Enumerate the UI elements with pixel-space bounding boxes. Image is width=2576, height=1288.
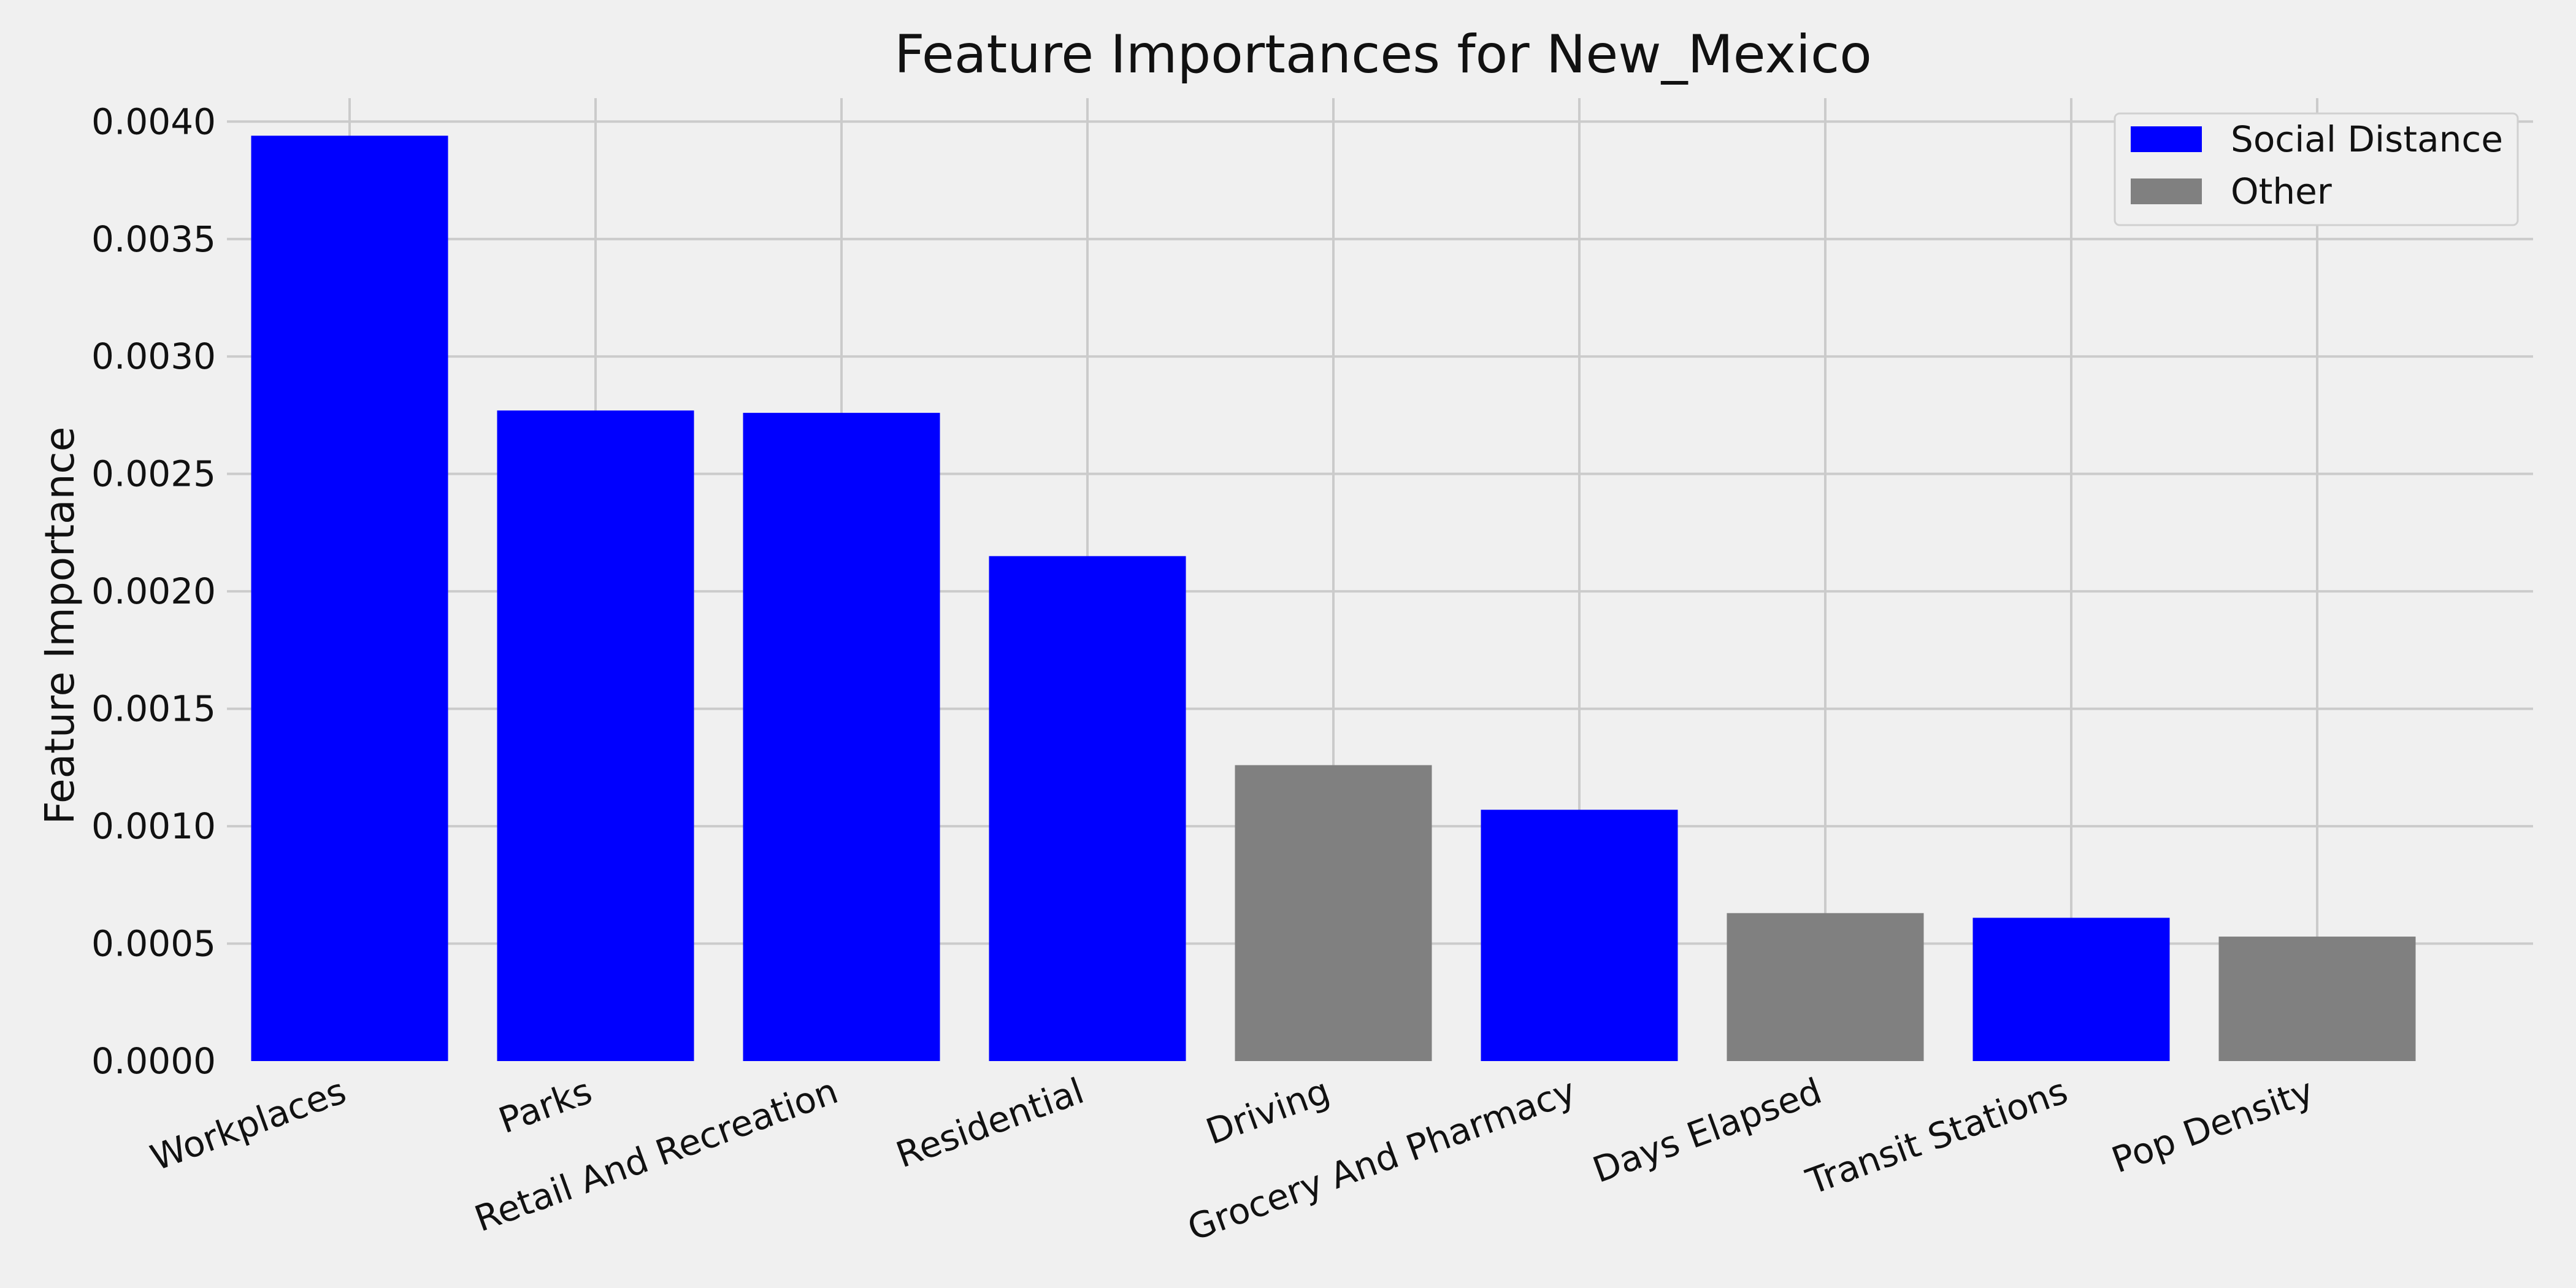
y-tick-label: 0.0035: [91, 218, 216, 260]
bar-retail-and-recreation: [743, 413, 940, 1061]
legend-swatch-social-distance: [2131, 126, 2202, 152]
legend-label-other: Other: [2231, 171, 2332, 212]
bar-driving: [1235, 765, 1432, 1061]
bar-workplaces: [251, 136, 448, 1061]
bar-pop-density: [2218, 937, 2416, 1061]
bars: [251, 136, 2416, 1061]
bar-grocery-and-pharmacy: [1481, 810, 1678, 1061]
bar-parks: [497, 410, 694, 1061]
bar-residential: [989, 556, 1186, 1061]
legend-label-social-distance: Social Distance: [2231, 118, 2503, 160]
y-tick-label: 0.0030: [91, 335, 216, 377]
bar-days-elapsed: [1727, 913, 1924, 1061]
y-tick-label: 0.0010: [91, 805, 216, 847]
chart-title: Feature Importances for New_Mexico: [894, 24, 1872, 85]
bar-transit-stations: [1972, 918, 2170, 1061]
y-axis-label: Feature Importance: [36, 427, 83, 825]
y-tick-labels: 0.0000 0.0005 0.0010 0.0015 0.0020 0.0025 0.00…: [91, 101, 216, 1082]
y-tick-label: 0.0000: [91, 1040, 216, 1082]
y-tick-label: 0.0040: [91, 101, 216, 142]
legend-swatch-other: [2131, 178, 2202, 204]
legend: Social Distance Other: [2114, 112, 2519, 226]
y-tick-label: 0.0005: [91, 923, 216, 965]
legend-frame: [2114, 112, 2519, 226]
y-tick-label: 0.0020: [91, 570, 216, 612]
y-tick-label: 0.0015: [91, 688, 216, 730]
y-tick-label: 0.0025: [91, 453, 216, 495]
